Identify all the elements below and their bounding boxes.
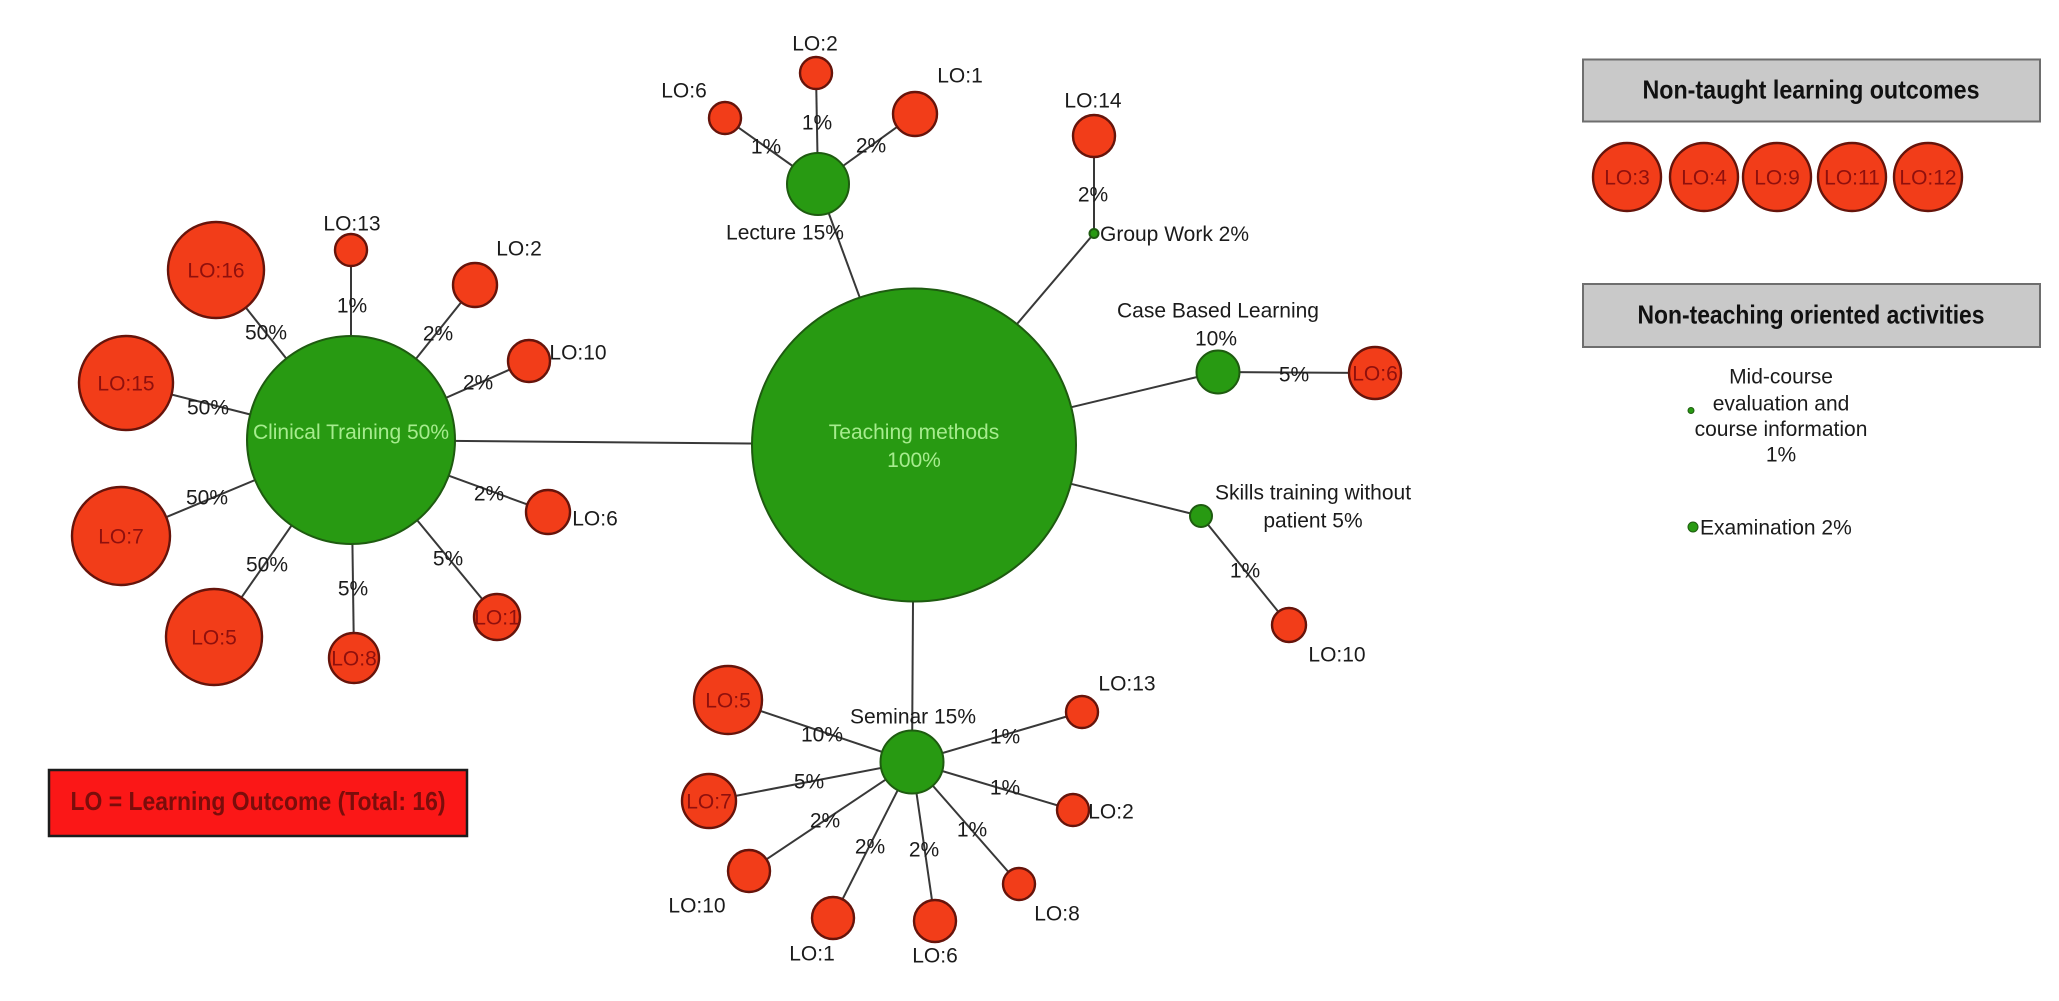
- svg-text:2%: 2%: [463, 372, 493, 395]
- svg-text:LO:1: LO:1: [474, 607, 520, 630]
- svg-text:LO:10: LO:10: [668, 895, 725, 918]
- svg-text:LO:6: LO:6: [661, 80, 707, 103]
- svg-text:LO:9: LO:9: [1754, 167, 1800, 190]
- svg-text:2%: 2%: [909, 839, 939, 862]
- svg-text:LO:12: LO:12: [1899, 167, 1956, 190]
- svg-text:LO:11: LO:11: [1824, 167, 1880, 190]
- svg-text:LO:10: LO:10: [1308, 644, 1365, 667]
- svg-text:1%: 1%: [990, 777, 1020, 800]
- svg-text:Mid-course: Mid-course: [1729, 366, 1833, 389]
- svg-text:LO:5: LO:5: [705, 690, 751, 713]
- svg-text:Non-taught learning outcomes: Non-taught learning outcomes: [1643, 75, 1980, 105]
- svg-text:Seminar 15%: Seminar 15%: [850, 706, 976, 729]
- svg-text:1%: 1%: [957, 819, 987, 842]
- svg-text:1%: 1%: [1230, 560, 1260, 583]
- svg-text:LO = Learning Outcome (Total:: LO = Learning Outcome (Total: 16): [71, 786, 446, 816]
- svg-text:LO:1: LO:1: [789, 943, 835, 966]
- svg-text:patient 5%: patient 5%: [1263, 510, 1362, 533]
- svg-text:100%: 100%: [887, 449, 941, 472]
- svg-text:Teaching methods: Teaching methods: [829, 421, 999, 444]
- svg-text:Lecture 15%: Lecture 15%: [726, 222, 844, 245]
- svg-text:2%: 2%: [474, 483, 504, 506]
- svg-text:2%: 2%: [810, 810, 840, 833]
- svg-text:50%: 50%: [246, 554, 288, 577]
- svg-text:LO:6: LO:6: [572, 508, 618, 531]
- svg-text:Case Based Learning: Case Based Learning: [1117, 300, 1319, 323]
- svg-text:LO:2: LO:2: [1088, 801, 1134, 824]
- svg-text:LO:14: LO:14: [1064, 90, 1122, 113]
- svg-text:Group Work 2%: Group Work 2%: [1100, 223, 1249, 246]
- svg-text:Clinical Training 50%: Clinical Training 50%: [253, 421, 449, 444]
- svg-text:LO:8: LO:8: [331, 648, 377, 671]
- svg-text:5%: 5%: [433, 548, 463, 571]
- svg-text:LO:2: LO:2: [496, 238, 542, 261]
- svg-text:2%: 2%: [855, 836, 885, 859]
- svg-text:1%: 1%: [1766, 444, 1796, 467]
- svg-text:Non-teaching oriented activiti: Non-teaching oriented activities: [1638, 300, 1985, 330]
- svg-text:LO:13: LO:13: [1098, 673, 1155, 696]
- svg-text:LO:6: LO:6: [1352, 363, 1398, 386]
- svg-text:10%: 10%: [801, 724, 843, 747]
- svg-text:Skills training without: Skills training without: [1215, 482, 1411, 505]
- svg-text:50%: 50%: [245, 322, 287, 345]
- svg-text:50%: 50%: [186, 487, 228, 510]
- svg-text:LO:15: LO:15: [97, 373, 154, 396]
- svg-text:1%: 1%: [990, 726, 1020, 749]
- svg-text:2%: 2%: [423, 323, 453, 346]
- svg-text:LO:1: LO:1: [937, 65, 983, 88]
- svg-text:evaluation and: evaluation and: [1713, 393, 1850, 416]
- svg-text:1%: 1%: [802, 112, 832, 135]
- svg-text:LO:10: LO:10: [549, 342, 606, 365]
- svg-text:LO:6: LO:6: [912, 945, 958, 968]
- svg-text:5%: 5%: [338, 578, 368, 601]
- svg-text:course information: course information: [1695, 418, 1868, 441]
- svg-text:LO:8: LO:8: [1034, 903, 1080, 926]
- svg-text:LO:7: LO:7: [686, 791, 732, 814]
- svg-text:LO:2: LO:2: [792, 33, 838, 56]
- svg-text:1%: 1%: [751, 136, 781, 159]
- svg-text:LO:3: LO:3: [1604, 167, 1650, 190]
- svg-text:LO:16: LO:16: [187, 260, 244, 283]
- svg-text:LO:7: LO:7: [98, 526, 144, 549]
- svg-text:10%: 10%: [1195, 328, 1237, 351]
- svg-text:5%: 5%: [794, 771, 824, 794]
- svg-text:LO:13: LO:13: [323, 213, 380, 236]
- svg-text:2%: 2%: [856, 135, 886, 158]
- svg-text:LO:5: LO:5: [191, 627, 237, 650]
- svg-text:1%: 1%: [337, 295, 367, 318]
- svg-text:LO:4: LO:4: [1681, 167, 1727, 190]
- svg-text:Examination 2%: Examination 2%: [1700, 517, 1852, 540]
- svg-text:2%: 2%: [1078, 184, 1108, 207]
- svg-text:50%: 50%: [187, 397, 229, 420]
- svg-text:5%: 5%: [1279, 364, 1309, 387]
